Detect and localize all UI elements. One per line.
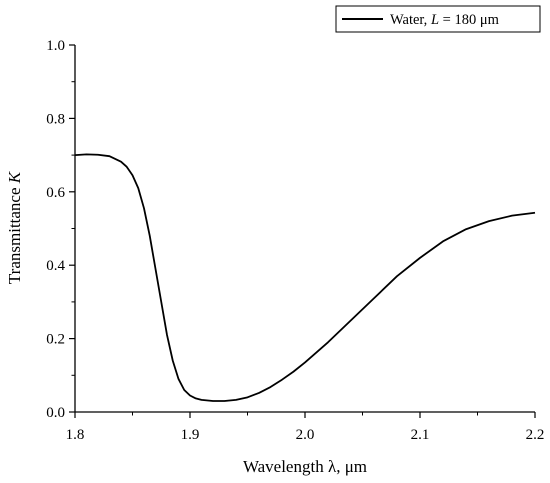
y-tick-label-0.0: 0.0 <box>46 405 65 421</box>
legend: Water, L = 180 μm <box>335 5 541 33</box>
x-tick-label-2.2: 2.2 <box>526 427 545 443</box>
legend-label-prefix: Water, <box>390 12 431 28</box>
x-axis-title: Wavelength λ, μm <box>243 457 367 476</box>
y-tick-label-0.6: 0.6 <box>46 185 65 201</box>
x-tick-label-1.9: 1.9 <box>181 427 200 443</box>
legend-label-symbol: L <box>430 12 439 28</box>
legend-label-suffix: = 180 μm <box>439 12 500 28</box>
ticks: 1.8 1.9 2.0 2.1 2.2 0.0 0.2 0.4 0.6 0.8 1.0 <box>46 38 544 443</box>
x-tick-label-1.8: 1.8 <box>66 427 85 443</box>
y-tick-label-0.8: 0.8 <box>46 111 65 127</box>
y-tick-label-1.0: 1.0 <box>46 38 65 54</box>
x-tick-label-2.1: 2.1 <box>411 427 430 443</box>
y-axis-title: Transmittance K <box>5 170 24 284</box>
legend-label: Water, L = 180 μm <box>390 12 500 28</box>
y-axis-title-symbol: K <box>5 170 24 184</box>
x-tick-label-2.0: 2.0 <box>296 427 315 443</box>
series-line-0 <box>74 153 536 402</box>
y-axis-title-text: Transmittance <box>5 183 24 284</box>
series <box>74 153 536 402</box>
y-tick-label-0.4: 0.4 <box>46 258 65 274</box>
y-tick-label-0.2: 0.2 <box>46 332 65 348</box>
